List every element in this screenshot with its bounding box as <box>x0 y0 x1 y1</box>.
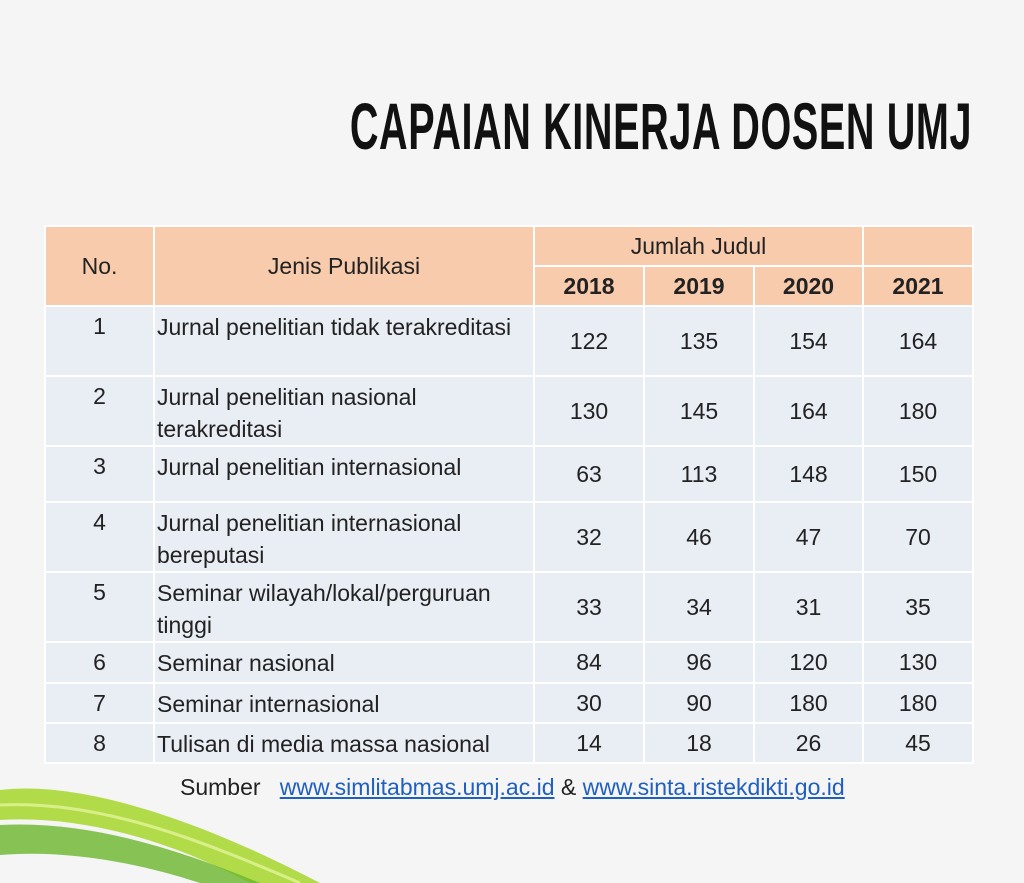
count-cell: 14 <box>533 722 645 764</box>
year-header: 2021 <box>862 265 974 307</box>
table: No. Jenis Publikasi Jumlah Judul 2018 201… <box>44 225 974 764</box>
count-cell: 148 <box>753 445 864 503</box>
count-cell: 145 <box>643 375 755 447</box>
row-number: 4 <box>44 501 155 573</box>
count-cell: 120 <box>753 641 864 684</box>
publication-type: Seminar nasional <box>153 641 535 684</box>
year-header: 2020 <box>753 265 864 307</box>
table-row: 6 Seminar nasional 84 96 120 130 <box>44 641 974 684</box>
table-row: 7 Seminar internasional 30 90 180 180 <box>44 682 974 724</box>
count-cell: 31 <box>753 571 864 643</box>
count-cell: 30 <box>533 682 645 724</box>
table-row: 1 Jurnal penelitian tidak terakreditasi 12… <box>44 305 974 377</box>
source: Sumber www.simlitabmas.umj.ac.id & www.s… <box>180 774 845 801</box>
publication-type: Tulisan di media massa nasional <box>153 722 535 764</box>
count-cell: 84 <box>533 641 645 684</box>
table-row: 4 Jurnal penelitian internasional bereput… <box>44 501 974 573</box>
row-number: 2 <box>44 375 155 447</box>
separator: & <box>560 774 577 800</box>
count-cell: 35 <box>862 571 974 643</box>
count-cell: 32 <box>533 501 645 573</box>
publication-type: Seminar internasional <box>153 682 535 724</box>
header-cell: No. <box>44 225 155 307</box>
row-number: 7 <box>44 682 155 724</box>
decoration <box>0 788 320 883</box>
count-cell: 135 <box>643 305 755 377</box>
year-header: 2018 <box>533 265 645 307</box>
count-cell: 113 <box>643 445 755 503</box>
count-cell: 164 <box>753 375 864 447</box>
header-cell: Jenis Publikasi <box>153 225 535 307</box>
table-row: 5 Seminar wilayah/lokal/perguruan tinggi 3… <box>44 571 974 643</box>
publication-type: Jurnal penelitian internasional bereputa… <box>153 501 535 573</box>
row-number: 6 <box>44 641 155 684</box>
row-number: 3 <box>44 445 155 503</box>
count-cell: 180 <box>753 682 864 724</box>
header-cell: Jumlah Judul <box>533 225 864 267</box>
count-cell: 45 <box>862 722 974 764</box>
row-number: 1 <box>44 305 155 377</box>
row-number: 5 <box>44 571 155 643</box>
header-cell <box>862 225 974 267</box>
publication-type: Jurnal penelitian nasional terakreditasi <box>153 375 535 447</box>
count-cell: 96 <box>643 641 755 684</box>
year-header: 2019 <box>643 265 755 307</box>
source-label: Sumber <box>180 774 261 800</box>
title: CAPAIAN KINERJA DOSEN UMJ <box>349 89 972 163</box>
count-cell: 150 <box>862 445 974 503</box>
count-cell: 47 <box>753 501 864 573</box>
count-cell: 70 <box>862 501 974 573</box>
publication-type: Jurnal penelitian tidak terakreditasi <box>153 305 535 377</box>
table-row: 2 Jurnal penelitian nasional terakreditas… <box>44 375 974 447</box>
count-cell: 46 <box>643 501 755 573</box>
count-cell: 34 <box>643 571 755 643</box>
table-row: 3 Jurnal penelitian internasional 63 113 148… <box>44 445 974 503</box>
publication-type: Jurnal penelitian internasional <box>153 445 535 503</box>
count-cell: 180 <box>862 682 974 724</box>
count-cell: 122 <box>533 305 645 377</box>
count-cell: 180 <box>862 375 974 447</box>
count-cell: 63 <box>533 445 645 503</box>
source-link[interactable]: www.sinta.ristekdikti.go.id <box>582 774 845 800</box>
count-cell: 130 <box>533 375 645 447</box>
count-cell: 90 <box>643 682 755 724</box>
count-cell: 164 <box>862 305 974 377</box>
publication-type: Seminar wilayah/lokal/perguruan tinggi <box>153 571 535 643</box>
count-cell: 26 <box>753 722 864 764</box>
count-cell: 18 <box>643 722 755 764</box>
source-link[interactable]: www.simlitabmas.umj.ac.id <box>279 774 555 800</box>
count-cell: 154 <box>753 305 864 377</box>
count-cell: 130 <box>862 641 974 684</box>
count-cell: 33 <box>533 571 645 643</box>
row-number: 8 <box>44 722 155 764</box>
table-row: 8 Tulisan di media massa nasional 14 18 26 45 <box>44 722 974 764</box>
